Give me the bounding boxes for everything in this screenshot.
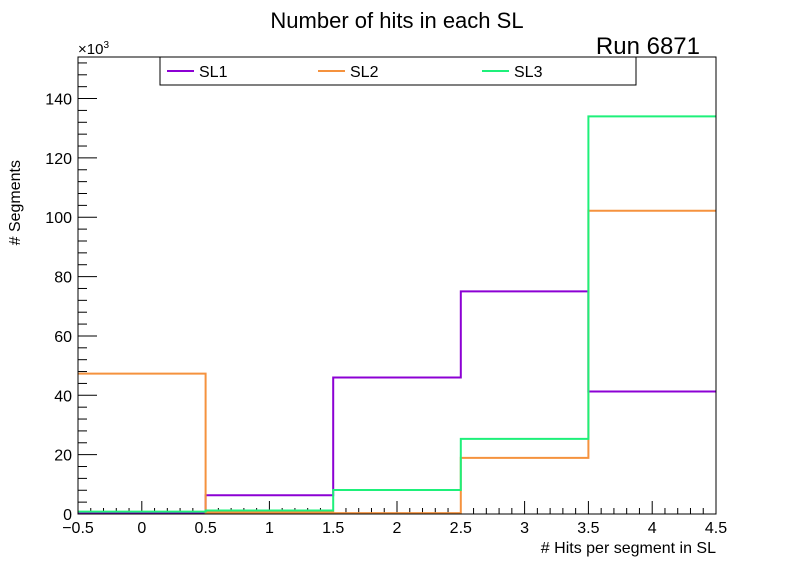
- x-tick-label: 0: [137, 520, 146, 537]
- series-layer: [78, 115, 716, 515]
- run-label: Run 6871: [596, 33, 700, 60]
- series-sl3-line: [78, 115, 716, 513]
- y-tick-label: 80: [54, 270, 72, 287]
- x-tick-label: 4.5: [705, 520, 727, 537]
- y-tick-label: 120: [45, 151, 72, 168]
- x-axis-label: # Hits per segment in SL: [541, 540, 716, 557]
- y-exponent-base: ×10: [78, 41, 103, 58]
- x-tick-label: 3.5: [577, 520, 599, 537]
- x-tick-label: 2.5: [450, 520, 472, 537]
- legend-label-sl2: SL2: [350, 64, 379, 81]
- y-tick-label: 0: [63, 507, 72, 524]
- legend: SL1 SL2 SL3: [159, 56, 637, 86]
- x-tick-label: 3: [520, 520, 529, 537]
- legend-label-sl1: SL1: [199, 64, 228, 81]
- x-tick-label: 4: [648, 520, 657, 537]
- y-exponent-power: 3: [103, 40, 109, 51]
- legend-label-sl3: SL3: [514, 64, 543, 81]
- x-tick-label: −0.5: [62, 520, 94, 537]
- y-tick-label: 60: [54, 329, 72, 346]
- y-exponent-label: ×103: [78, 40, 109, 58]
- y-tick-label: 140: [45, 92, 72, 109]
- x-tick-label: 1.5: [322, 520, 344, 537]
- x-tick-label: 2: [393, 520, 402, 537]
- y-tick-label: 40: [54, 388, 72, 405]
- y-axis-label: # Segments: [7, 160, 24, 245]
- legend-box: [159, 56, 637, 86]
- chart-title: Number of hits in each SL: [270, 8, 523, 33]
- x-tick-label: 0.5: [194, 520, 216, 537]
- y-tick-label: 100: [45, 210, 72, 227]
- x-tick-label: 1: [265, 520, 274, 537]
- y-tick-label: 20: [54, 448, 72, 465]
